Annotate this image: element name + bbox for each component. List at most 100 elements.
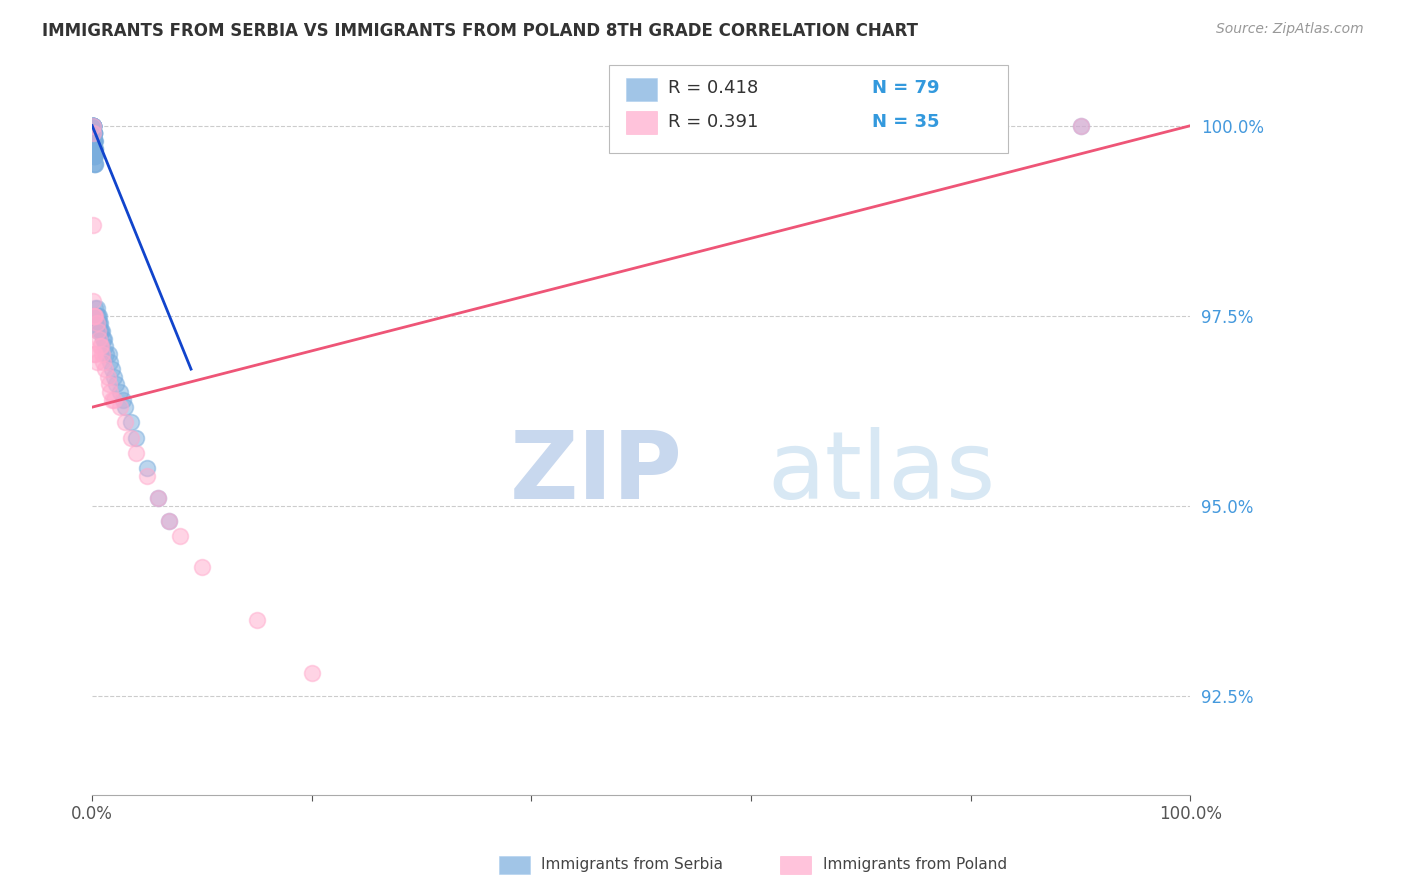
Point [82, 126, 104, 140]
Point [108, 384, 131, 399]
Point [82, 119, 104, 133]
Point [191, 560, 214, 574]
Point [82, 119, 104, 133]
Point [91, 324, 114, 338]
Point [301, 666, 323, 681]
Point [97, 377, 120, 392]
Point [82, 119, 104, 133]
Point [83, 142, 105, 156]
Point [82, 134, 104, 148]
Point [82, 293, 104, 308]
Point [86, 309, 108, 323]
Point [101, 392, 124, 407]
Text: atlas: atlas [768, 427, 995, 519]
Point [83, 126, 105, 140]
Point [82, 126, 104, 140]
Point [111, 392, 134, 407]
Point [86, 309, 108, 323]
Point [83, 142, 105, 156]
Point [136, 468, 159, 483]
Point [82, 119, 104, 133]
Point [98, 354, 121, 368]
Point [82, 142, 104, 156]
Point [83, 126, 105, 140]
Point [82, 126, 104, 140]
Point [169, 529, 191, 543]
Point [136, 461, 159, 475]
Point [82, 119, 104, 133]
Point [90, 339, 112, 353]
Point [82, 119, 104, 133]
Point [91, 347, 114, 361]
Point [157, 514, 180, 528]
Point [83, 134, 105, 148]
Point [105, 377, 128, 392]
Point [82, 119, 104, 133]
Point [83, 149, 105, 163]
Point [125, 446, 148, 460]
Point [83, 134, 105, 148]
Point [86, 317, 108, 331]
Point [82, 126, 104, 140]
Point [83, 134, 105, 148]
Point [86, 354, 108, 368]
Point [120, 431, 142, 445]
Point [83, 134, 105, 148]
Point [82, 119, 104, 133]
Point [83, 142, 105, 156]
Point [86, 301, 108, 316]
Point [114, 400, 136, 414]
Point [83, 149, 105, 163]
Point [83, 142, 105, 156]
Point [83, 157, 105, 171]
Point [98, 384, 121, 399]
Point [94, 339, 117, 353]
Point [146, 491, 169, 506]
Point [89, 317, 111, 331]
Point [97, 347, 120, 361]
Point [82, 119, 104, 133]
Point [82, 119, 104, 133]
Point [83, 309, 105, 323]
Point [93, 332, 115, 346]
Point [84, 301, 107, 316]
Point [83, 157, 105, 171]
Point [87, 332, 110, 346]
Point [86, 317, 108, 331]
Point [82, 119, 104, 133]
Point [157, 514, 180, 528]
Point [83, 126, 105, 140]
Point [120, 415, 142, 429]
Point [86, 324, 108, 338]
Point [84, 347, 107, 361]
Point [84, 142, 107, 156]
Point [91, 332, 114, 346]
Point [82, 119, 104, 133]
Point [86, 324, 108, 338]
Text: Source: ZipAtlas.com: Source: ZipAtlas.com [1216, 22, 1364, 37]
Point [86, 317, 108, 331]
Point [91, 354, 114, 368]
Point [103, 392, 125, 407]
Text: Immigrants from Poland: Immigrants from Poland [823, 857, 1007, 871]
Text: R = 0.418: R = 0.418 [668, 79, 758, 97]
Point [83, 347, 105, 361]
Point [82, 119, 104, 133]
Point [89, 324, 111, 338]
Point [82, 119, 104, 133]
Point [82, 134, 104, 148]
Point [82, 119, 104, 133]
Text: IMMIGRANTS FROM SERBIA VS IMMIGRANTS FROM POLAND 8TH GRADE CORRELATION CHART: IMMIGRANTS FROM SERBIA VS IMMIGRANTS FRO… [42, 22, 918, 40]
Point [96, 369, 118, 384]
Point [83, 142, 105, 156]
Point [90, 324, 112, 338]
Point [89, 339, 111, 353]
Text: N = 35: N = 35 [872, 113, 939, 131]
Point [83, 126, 105, 140]
Point [84, 134, 107, 148]
Point [87, 309, 110, 323]
Point [83, 309, 105, 323]
Text: Immigrants from Serbia: Immigrants from Serbia [541, 857, 723, 871]
Point [83, 149, 105, 163]
Text: ZIP: ZIP [509, 427, 682, 519]
